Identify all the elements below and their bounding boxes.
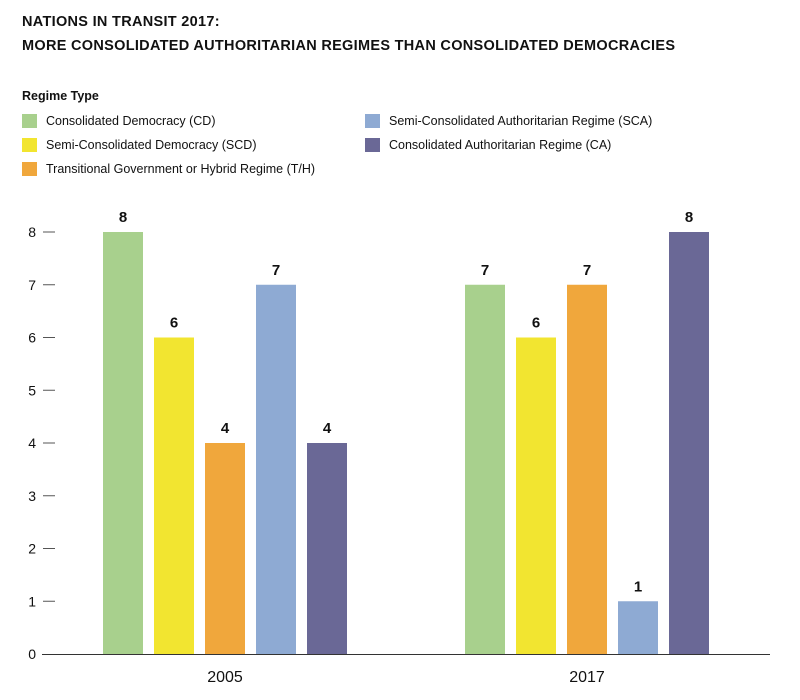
legend-label-scd: Semi-Consolidated Democracy (SCD) <box>46 138 257 152</box>
data-label-2005-ca: 4 <box>323 420 332 437</box>
legend-title: Regime Type <box>22 89 99 103</box>
y-tick-label-8: 8 <box>28 224 36 240</box>
bar-2017-t-h <box>567 284 607 654</box>
legend-swatch-cd <box>22 114 37 128</box>
bar-2017-cd <box>465 284 505 654</box>
y-tick-label-0: 0 <box>28 646 36 662</box>
bar-2005-sca <box>256 284 296 654</box>
y-tick-label-6: 6 <box>28 330 36 346</box>
data-label-2017-sca: 1 <box>634 578 642 595</box>
legend-swatch-scd <box>22 138 37 152</box>
legend-swatch-ca <box>365 138 380 152</box>
bar-2017-ca <box>669 232 709 654</box>
data-label-2017-scd: 6 <box>532 315 540 332</box>
data-label-2005-cd: 8 <box>119 209 127 226</box>
y-tick-label-4: 4 <box>28 435 36 451</box>
data-label-2005-t-h: 4 <box>221 420 230 437</box>
y-tick-label-1: 1 <box>28 593 36 609</box>
legend-label-ca: Consolidated Authoritarian Regime (CA) <box>389 138 612 152</box>
chart-title-line-2: MORE CONSOLIDATED AUTHORITARIAN REGIMES … <box>22 38 676 54</box>
legend-item-sca: Semi-Consolidated Authoritarian Regime (… <box>365 114 652 128</box>
x-tick-label-2005: 2005 <box>207 669 243 686</box>
bar-2005-cd <box>103 232 143 654</box>
legend-label-th: Transitional Government or Hybrid Regime… <box>46 162 316 176</box>
data-label-2017-ca: 8 <box>685 209 693 226</box>
bar-2005-ca <box>307 443 347 654</box>
bar-2005-scd <box>154 337 194 654</box>
bar-2017-sca <box>618 601 658 654</box>
x-tick-label-2017: 2017 <box>569 669 605 686</box>
y-tick-label-2: 2 <box>28 541 36 557</box>
y-tick-label-5: 5 <box>28 382 36 398</box>
legend-item-th: Transitional Government or Hybrid Regime… <box>22 162 315 176</box>
y-tick-label-7: 7 <box>28 277 36 293</box>
legend-label-sca: Semi-Consolidated Authoritarian Regime (… <box>389 114 653 128</box>
y-tick-label-3: 3 <box>28 488 36 504</box>
bar-2017-scd <box>516 337 556 654</box>
legend-label-cd: Consolidated Democracy (CD) <box>46 114 216 128</box>
legend-item-ca: Consolidated Authoritarian Regime (CA) <box>365 138 611 152</box>
legend-item-scd: Semi-Consolidated Democracy (SCD) <box>22 138 256 152</box>
legend-item-cd: Consolidated Democracy (CD) <box>22 114 216 128</box>
data-label-2005-sca: 7 <box>272 262 280 279</box>
data-label-2017-cd: 7 <box>481 262 489 279</box>
data-label-2017-t-h: 7 <box>583 262 591 279</box>
bar-2005-t-h <box>205 443 245 654</box>
chart-title-line-1: NATIONS IN TRANSIT 2017: <box>22 14 220 30</box>
data-label-2005-scd: 6 <box>170 315 178 332</box>
legend-swatch-th <box>22 162 37 176</box>
legend-swatch-sca <box>365 114 380 128</box>
